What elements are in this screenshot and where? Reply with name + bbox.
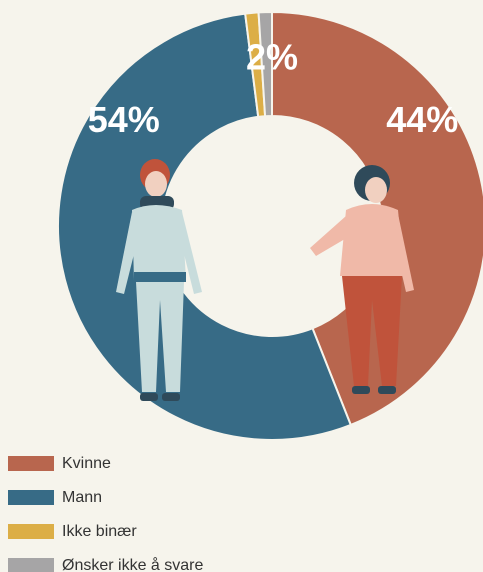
legend-label: Kvinne [62,455,111,472]
annotation: 2% [246,37,298,78]
legend-label: Mann [62,489,102,506]
legend-label: Ønsker ikke å svare [62,556,203,572]
legend-swatch [8,490,54,505]
legend-swatch [8,524,54,539]
legend-label: Ikke binær [62,523,137,540]
value-label: 44% [386,99,458,140]
legend-swatch [8,558,54,572]
legend-swatch [8,456,54,471]
chart: 44% 54% Kvinne Mann Ikke binær Ønsker ikke å … [0,0,483,572]
value-label: 54% [88,99,160,140]
